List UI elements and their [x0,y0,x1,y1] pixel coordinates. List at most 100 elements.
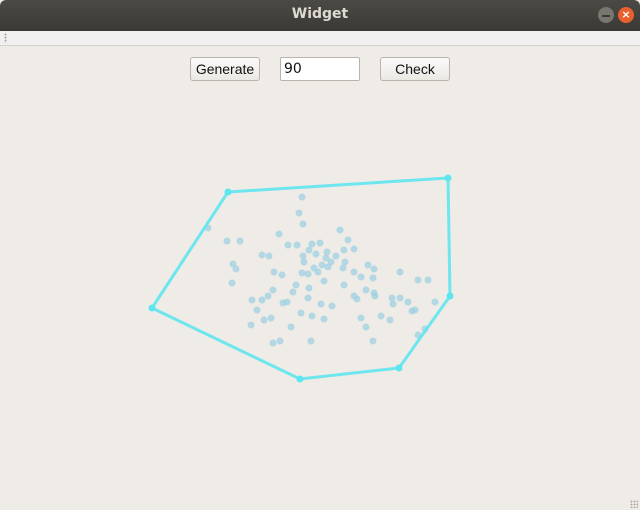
data-point [258,251,266,259]
data-point [323,248,331,256]
data-point [350,268,358,276]
data-point [295,209,303,217]
data-point [308,240,316,248]
data-point [265,252,273,260]
data-point [248,296,256,304]
data-point [357,273,365,281]
data-point [269,339,277,347]
data-point [304,270,312,278]
data-point [389,300,397,308]
data-point [304,294,312,302]
data-point [414,276,422,284]
data-point [300,258,308,266]
data-point [289,288,297,296]
data-point [258,296,266,304]
data-point [404,298,412,306]
data-point [247,321,255,329]
title-bar[interactable]: Widget × [0,0,640,31]
data-point [307,337,315,345]
toolbar-grip-icon[interactable] [4,33,7,43]
data-point [408,307,416,315]
data-point [357,314,365,322]
window-title: Widget [291,6,349,22]
data-point [292,281,300,289]
data-point [339,264,347,272]
data-point [267,314,275,322]
data-point [264,292,272,300]
data-point [320,277,328,285]
data-point [386,316,394,324]
data-point [297,309,305,317]
data-point [305,246,313,254]
hull-vertex [395,364,403,372]
data-point [362,286,370,294]
check-button[interactable]: Check [380,57,450,81]
data-point [364,261,372,269]
data-point [236,237,244,245]
data-point [396,268,404,276]
data-point [340,281,348,289]
hull-layer [148,174,454,383]
data-point [316,239,324,247]
close-button[interactable]: × [618,7,634,23]
data-point [320,315,328,323]
hull-vertex [224,188,232,196]
resize-grip-icon[interactable] [630,500,638,508]
data-point [424,276,432,284]
points-layer [204,193,439,347]
generate-button[interactable]: Generate [190,57,260,81]
data-point [260,316,268,324]
data-point [223,237,231,245]
data-point [369,274,377,282]
data-point [371,292,379,300]
data-point [344,236,352,244]
minimize-button[interactable] [598,7,614,23]
point-count-input[interactable] [280,57,360,81]
menu-bar [0,31,640,46]
data-point [228,279,236,287]
data-point [284,241,292,249]
hull-vertex [444,174,452,182]
data-point [353,295,361,303]
data-point [341,258,349,266]
data-point [328,302,336,310]
data-point [305,284,313,292]
convex-hull-outline [149,176,452,381]
data-point [232,265,240,273]
data-point [350,245,358,253]
data-point [278,271,286,279]
data-point [270,268,278,276]
data-point [431,298,439,306]
data-point [317,300,325,308]
data-point [275,230,283,238]
data-point [370,265,378,273]
close-icon: × [621,8,631,21]
data-point [377,312,385,320]
data-point [253,306,261,314]
data-point [336,226,344,234]
data-point [293,241,301,249]
data-point [340,246,348,254]
data-point [396,294,404,302]
data-point [388,294,396,302]
data-point [298,193,306,201]
data-point [322,254,330,262]
hull-vertex [446,292,454,300]
data-point [299,220,307,228]
data-point [318,261,326,269]
data-point [276,337,284,345]
data-point [314,268,322,276]
data-point [362,323,370,331]
data-point [279,299,287,307]
hull-vertex [148,304,156,312]
data-point [299,252,307,260]
data-point [298,269,306,277]
data-point [369,337,377,345]
data-point [324,263,332,271]
hull-vertex [296,375,304,383]
data-point [269,286,277,294]
data-point [308,312,316,320]
data-point [287,323,295,331]
data-point [332,252,340,260]
